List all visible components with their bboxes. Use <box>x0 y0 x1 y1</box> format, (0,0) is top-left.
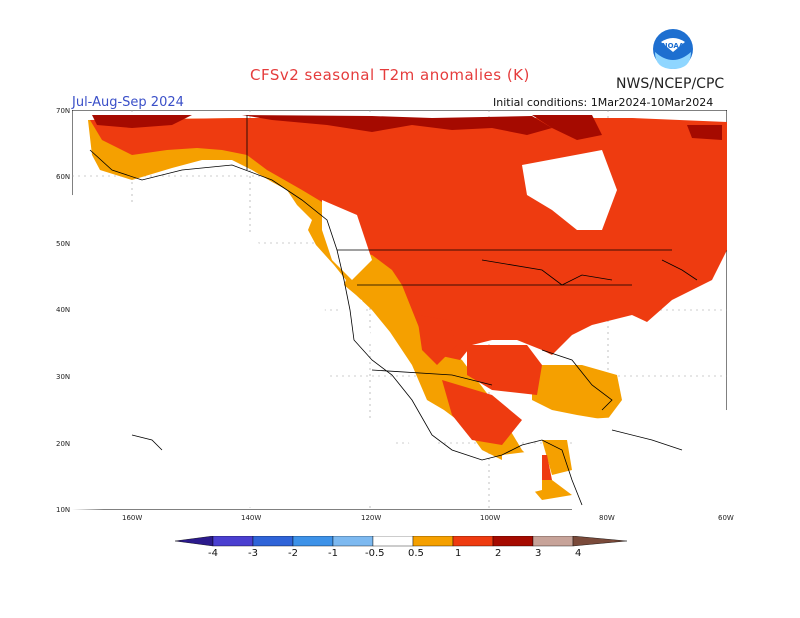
lon-tick: 60W <box>718 514 734 522</box>
lat-tick: 50N <box>56 240 71 248</box>
cbar-swatch <box>212 536 254 547</box>
agency-label: NWS/NCEP/CPC <box>616 76 725 92</box>
cbar-swatch <box>332 536 374 547</box>
map-title: CFSv2 seasonal T2m anomalies (K) <box>250 66 530 84</box>
cbar-label: 1 <box>455 548 462 559</box>
season-label: Jul-Aug-Sep 2024 <box>72 95 184 110</box>
cbar-label: -0.5 <box>365 548 385 559</box>
noaa-logo-text: NOAA <box>662 42 685 50</box>
cbar-swatch <box>252 536 294 547</box>
color-bar <box>175 536 627 547</box>
cbar-label: 2 <box>495 548 502 559</box>
cbar-swatch <box>292 536 334 547</box>
lon-tick: 120W <box>361 514 382 522</box>
lat-tick: 10N <box>56 506 71 514</box>
cbar-label: 4 <box>575 548 582 559</box>
cbar-label: -1 <box>328 548 338 559</box>
lon-tick: 80W <box>599 514 615 522</box>
lat-tick: 30N <box>56 373 71 381</box>
neutral-areas <box>72 150 727 510</box>
cbar-label: 3 <box>535 548 542 559</box>
cbar-arrow-high <box>572 536 627 547</box>
cbar-swatch <box>492 536 534 547</box>
anomaly-map <box>72 110 727 510</box>
coastlines <box>89 115 698 506</box>
cbar-label: -4 <box>208 548 218 559</box>
lat-tick: 40N <box>56 306 71 314</box>
lon-tick: 140W <box>241 514 262 522</box>
cbar-label: -3 <box>248 548 258 559</box>
noaa-logo: NOAA <box>653 29 693 69</box>
initial-conditions-label: Initial conditions: 1Mar2024-10Mar2024 <box>493 96 714 109</box>
lat-tick: 70N <box>56 107 71 115</box>
lon-tick: 100W <box>480 514 501 522</box>
cbar-swatch <box>372 536 414 547</box>
cbar-swatch <box>452 536 494 547</box>
lat-tick: 20N <box>56 440 71 448</box>
anomaly-2-3 <box>92 115 722 140</box>
cbar-label: 0.5 <box>408 548 424 559</box>
cbar-label: -2 <box>288 548 298 559</box>
cbar-arrow-low <box>175 536 214 547</box>
lat-tick: 60N <box>56 173 71 181</box>
lon-tick: 160W <box>122 514 143 522</box>
cbar-swatch <box>532 536 574 547</box>
cbar-swatch <box>412 536 454 547</box>
